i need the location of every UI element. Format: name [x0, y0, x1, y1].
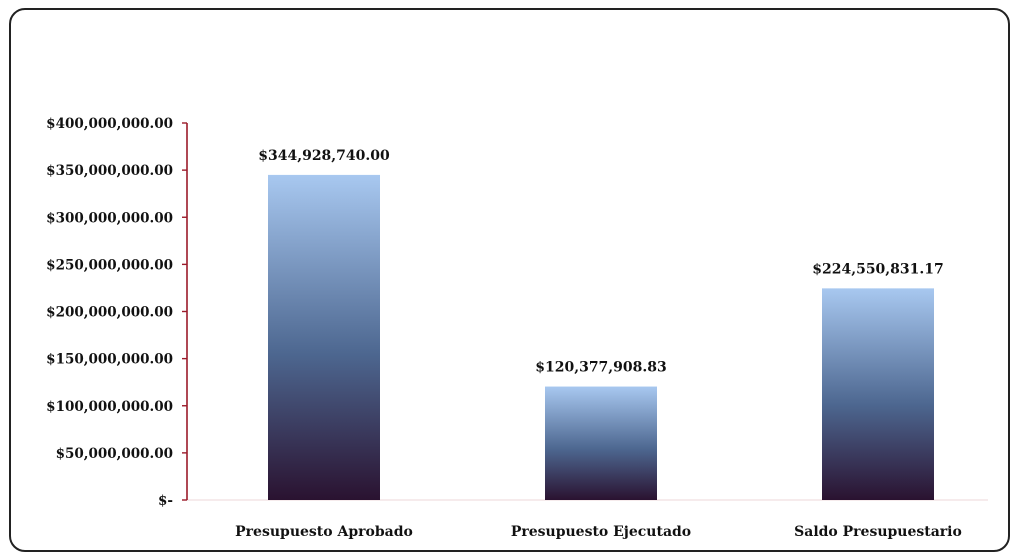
y-tick-label: $100,000,000.00 — [46, 399, 173, 415]
y-tick-label: $250,000,000.00 — [46, 257, 173, 273]
bar — [545, 386, 657, 500]
y-tick-label: $150,000,000.00 — [46, 352, 173, 368]
y-tick-label: $400,000,000.00 — [46, 116, 173, 132]
y-tick-label: $200,000,000.00 — [46, 305, 173, 321]
y-tick-label: $300,000,000.00 — [46, 210, 173, 226]
bars — [268, 174, 934, 500]
category-label: Saldo Presupuestario — [794, 524, 962, 540]
category-label: Presupuesto Ejecutado — [511, 524, 691, 540]
data-label: $120,377,908.83 — [535, 360, 667, 376]
bar — [268, 174, 380, 500]
y-tick-label: $350,000,000.00 — [46, 163, 173, 179]
data-label: $344,928,740.00 — [258, 148, 390, 164]
category-label: Presupuesto Aprobado — [235, 524, 413, 540]
bar — [822, 288, 934, 500]
labels: $344,928,740.00 Presupuesto Aprobado $120,… — [235, 148, 962, 540]
y-axis: $- $50,000,000.00 $100,000,000.00 $150,000,… — [46, 116, 988, 509]
y-tick-label: $50,000,000.00 — [56, 446, 173, 462]
data-label: $224,550,831.17 — [812, 261, 944, 277]
y-tick-label: $- — [158, 493, 173, 509]
